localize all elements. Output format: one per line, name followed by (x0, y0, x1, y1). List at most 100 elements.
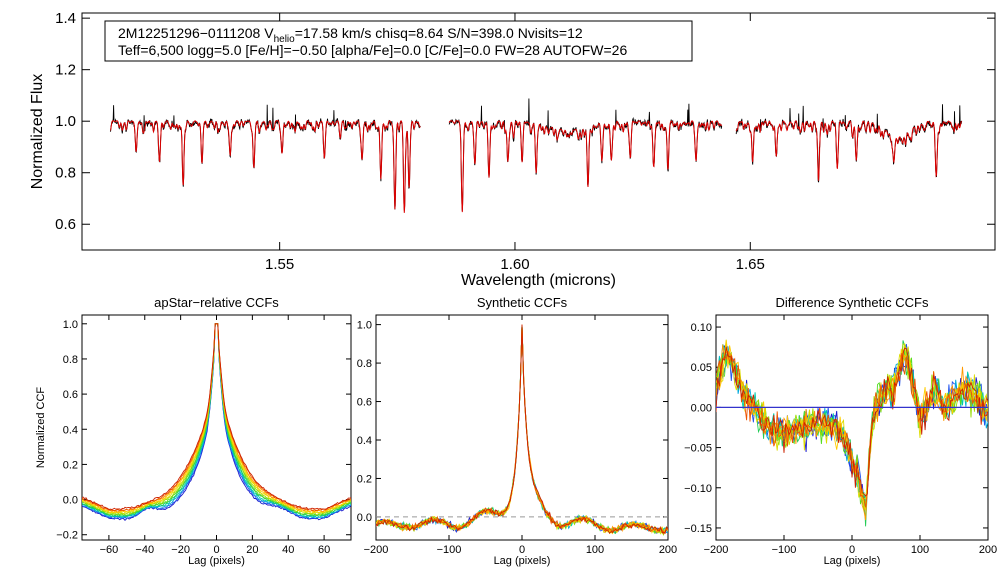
ccf-visit-line (376, 324, 668, 534)
x-tick-label: −20 (171, 544, 190, 556)
x-tick-label: −200 (704, 544, 729, 556)
x-tick-label: 200 (659, 544, 677, 556)
y-tick-label: 1.2 (55, 62, 76, 79)
x-axis-title: Lag (pixels) (824, 555, 881, 567)
y-tick-label: 0.2 (357, 473, 372, 485)
y-tick-label: 1.0 (357, 320, 372, 332)
info-line-1-rest: =17.58 km/s chisq=8.64 S/N=398.0 Nvisits… (295, 25, 583, 41)
ccf-visit-line (82, 323, 351, 516)
x-tick-label: 200 (979, 544, 997, 556)
spectrum-panel: 1.55 1.60 1.65 0.6 0.8 1.0 1.2 1.4 Wavelength (m… (29, 10, 996, 289)
panel-title: apStar−relative CCFs (154, 295, 279, 310)
ccf-visit-line (82, 323, 351, 520)
observed-spectrum-line (735, 104, 963, 183)
info-line-2: Teff=6,500 logg=5.0 [Fe/H]=−0.50 [alpha/… (118, 42, 627, 58)
x-tick-label: −60 (100, 544, 119, 556)
y-tick-label: 0.4 (357, 435, 372, 447)
apstar-ccf-panel: −60 −40 −20 0 20 40 60 −0.2 0.0 0.2 0.4 0.6 0.8 1.0 ap… (35, 295, 352, 567)
y-tick-label: 0.8 (63, 354, 78, 366)
x-tick-label: 100 (586, 544, 604, 556)
ccf-visit-line (82, 323, 351, 512)
model-spectrum-line (735, 120, 962, 181)
y-axis-title: Normalized Flux (29, 74, 46, 190)
y-tick-label: 1.4 (55, 10, 76, 27)
ccf-diff-line (716, 344, 988, 507)
panel-title: Difference Synthetic CCFs (776, 295, 929, 310)
ccf-visit-line (376, 324, 668, 534)
vhelio-subscript: helio (274, 34, 296, 45)
y-tick-label: 0.6 (63, 389, 78, 401)
ccf-visit-line (376, 324, 668, 535)
y-tick-label: −0.15 (684, 523, 712, 535)
x-tick-label: 1.65 (736, 256, 765, 273)
ccf-visit-line (376, 324, 668, 534)
x-tick-label: 0 (213, 544, 219, 556)
y-axis-title: Normalized CCF (35, 387, 47, 469)
y-tick-label: 0.8 (357, 358, 372, 370)
ccf-diff-line (716, 343, 988, 512)
ccf-visit-line (376, 324, 668, 536)
x-tick-label: 40 (282, 544, 294, 556)
x-axis-title: Lag (pixels) (494, 555, 551, 567)
x-tick-label: −40 (135, 544, 154, 556)
ccf-visit-line (82, 323, 351, 519)
x-tick-label: 1.60 (500, 256, 529, 273)
y-tick-label: 0.6 (357, 397, 372, 409)
y-tick-label: −0.05 (684, 443, 712, 455)
vhelio-prefix: V (264, 25, 274, 41)
ccf-series (716, 339, 988, 527)
y-tick-label: 0.8 (55, 165, 76, 182)
ccf-visit-line (376, 324, 668, 535)
y-tick-label: 0.0 (357, 512, 372, 524)
ccf-visit-line (82, 323, 351, 518)
ccf-visit-line (376, 324, 668, 535)
ccf-visit-line (376, 324, 668, 534)
synthetic-ccf-panel: −200 −100 0 100 200 0.0 0.2 0.4 0.6 0.8 1.0 Synthet… (357, 295, 677, 567)
x-axis-title: Lag (pixels) (188, 555, 245, 567)
ccf-series (82, 323, 351, 521)
y-tick-label: 1.0 (55, 113, 76, 130)
y-tick-label: −0.10 (684, 483, 712, 495)
ccf-visit-line (82, 323, 351, 513)
ccf-diff-line (716, 349, 988, 505)
model-spectrum-line (448, 120, 723, 213)
x-tick-label: −200 (364, 544, 389, 556)
ccf-visit-line (376, 324, 668, 535)
y-tick-label: 0.00 (691, 402, 712, 414)
ccf-visit-line (376, 324, 668, 535)
ccf-visit-line (82, 323, 351, 515)
x-tick-label: −100 (772, 544, 797, 556)
y-tick-label: 0.10 (691, 322, 712, 334)
y-tick-label: 1.0 (63, 319, 78, 331)
ccf-visit-line (376, 324, 668, 535)
y-tick-label: −0.2 (56, 530, 78, 542)
ccf-diff-line (716, 346, 988, 503)
y-tick-label: 0.6 (55, 216, 76, 233)
plot-frame (81, 12, 996, 251)
ccf-visit-line (82, 323, 351, 517)
y-tick-label: 0.2 (63, 459, 78, 471)
plot-frame (375, 314, 669, 541)
x-tick-label: 0 (849, 544, 855, 556)
ccf-diff-line (716, 346, 988, 497)
ccf-visit-line (82, 323, 351, 521)
ccf-diff-line (716, 343, 988, 509)
x-tick-label: 1.55 (265, 256, 294, 273)
info-box-frame (104, 20, 693, 62)
ccf-visit-line (82, 323, 351, 511)
info-line-1: 2M12251296−0111208 Vhelio=17.58 km/s chi… (118, 25, 583, 45)
x-tick-label: 100 (911, 544, 929, 556)
x-axis-title: Wavelength (microns) (461, 272, 616, 289)
ccf-visit-line (82, 323, 351, 514)
y-tick-label: 0.0 (63, 495, 78, 507)
object-id: 2M12251296−0111208 (118, 25, 261, 41)
ccf-series (376, 324, 668, 536)
x-tick-label: 0 (519, 544, 525, 556)
plot-frame (81, 314, 352, 541)
y-tick-label: 0.4 (63, 424, 78, 436)
plot-frame (715, 314, 989, 541)
ccf-visit-line (376, 324, 668, 535)
y-tick-label: 0.05 (691, 362, 712, 374)
model-spectrum-line (110, 120, 421, 213)
